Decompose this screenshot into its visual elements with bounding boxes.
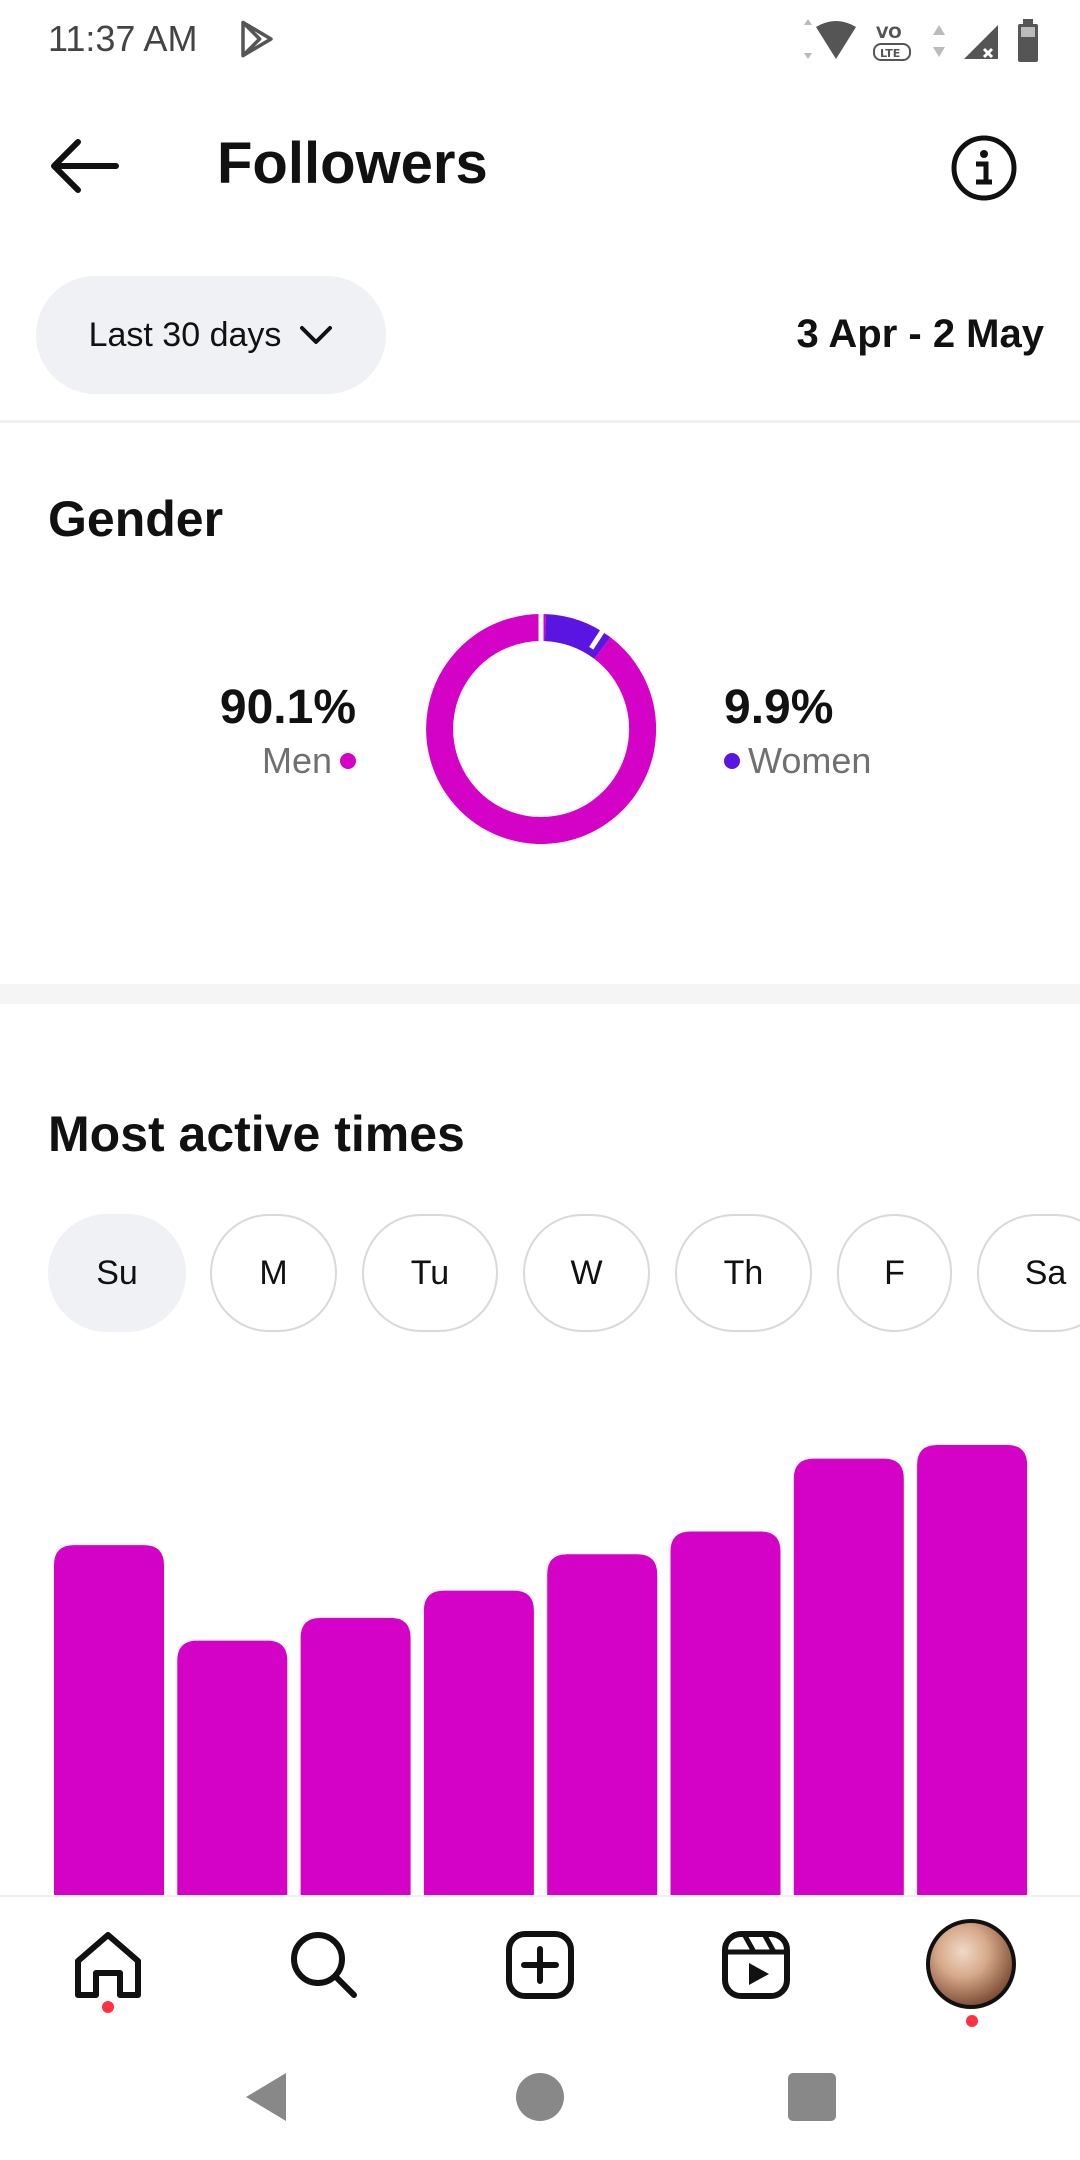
donut-segment-women: [544, 614, 611, 660]
create-icon[interactable]: [500, 1925, 580, 2005]
play-store-icon: [241, 20, 273, 58]
chart-bar[interactable]: [177, 1640, 288, 1900]
day-chip-label: M: [259, 1253, 288, 1292]
day-chip-label: Sa: [1024, 1253, 1067, 1292]
men-label: Men: [261, 740, 332, 781]
day-chip-friday[interactable]: F: [837, 1214, 952, 1332]
battery-icon: [1018, 19, 1038, 62]
search-icon[interactable]: [284, 1925, 364, 2005]
section-divider: [0, 984, 1080, 1004]
men-color-dot: [340, 753, 356, 769]
status-time: 11:37 AM: [48, 18, 198, 59]
profile-notification-dot: [966, 2015, 978, 2027]
day-chip-tuesday[interactable]: Tu: [362, 1214, 498, 1332]
women-color-dot: [724, 753, 740, 769]
volte-icon: VO LTE: [873, 23, 911, 61]
home-notification-dot: [102, 2001, 114, 2013]
wifi-icon: [804, 19, 856, 59]
date-range-dropdown[interactable]: Last 30 days: [36, 276, 386, 394]
donut-segment-men: [426, 614, 656, 844]
men-legend: Men: [220, 736, 356, 786]
svg-text:LTE: LTE: [880, 47, 900, 60]
bottom-nav: [0, 1895, 1080, 2035]
data-arrows-icon: [933, 25, 945, 57]
day-chip-label: Tu: [410, 1253, 450, 1292]
chart-bar[interactable]: [300, 1617, 411, 1900]
active-times-title: Most active times: [48, 1106, 465, 1162]
date-range-dropdown-label: Last 30 days: [88, 315, 282, 354]
gender-donut-chart: [426, 614, 656, 844]
info-icon[interactable]: [950, 134, 1018, 202]
date-range-text: 3 Apr - 2 May: [796, 312, 1044, 356]
day-chip-label: F: [884, 1253, 905, 1292]
system-recents-icon[interactable]: [784, 2069, 840, 2125]
day-chip-label: Th: [723, 1253, 764, 1292]
day-chip-thursday[interactable]: Th: [675, 1214, 812, 1332]
men-percentage: 90.1%: [219, 681, 356, 734]
women-legend: Women: [724, 736, 871, 786]
chart-bar[interactable]: [793, 1458, 904, 1900]
chart-bar[interactable]: [423, 1590, 534, 1900]
gender-section-title: Gender: [48, 491, 224, 547]
women-label: Women: [748, 740, 872, 781]
signal-icon: [964, 25, 998, 59]
status-bar: 11:37 AM VO LTE: [0, 0, 1080, 84]
day-chip-wednesday[interactable]: W: [523, 1214, 650, 1332]
reels-icon[interactable]: [716, 1925, 796, 2005]
men-stat: 90.1% Men: [220, 680, 356, 786]
page-title: Followers: [217, 131, 488, 196]
home-icon[interactable]: [68, 1925, 148, 2005]
system-home-icon[interactable]: [512, 2069, 568, 2125]
chart-bar[interactable]: [54, 1545, 164, 1900]
status-icons: VO LTE: [800, 16, 1040, 66]
chart-bar[interactable]: [547, 1554, 658, 1900]
chart-bar[interactable]: [917, 1445, 1028, 1900]
profile-avatar[interactable]: [926, 1919, 1016, 2009]
day-chip-label: Su: [96, 1253, 138, 1292]
day-chip-monday[interactable]: M: [210, 1214, 337, 1332]
women-percentage: 9.9%: [724, 681, 834, 734]
day-chip-saturday[interactable]: Sa: [977, 1214, 1080, 1332]
system-nav-bar: [0, 2033, 1080, 2160]
day-chip-sunday[interactable]: Su: [48, 1214, 186, 1332]
active-times-bar-chart: [54, 1445, 1028, 1900]
arrow-left-icon[interactable]: [48, 136, 120, 196]
divider: [0, 420, 1080, 423]
system-back-icon[interactable]: [240, 2069, 296, 2125]
chart-bar[interactable]: [670, 1531, 781, 1900]
svg-text:VO: VO: [876, 23, 902, 42]
women-stat: 9.9% Women: [724, 680, 871, 786]
chevron-down-icon: [300, 326, 333, 344]
day-chip-label: W: [570, 1253, 603, 1292]
